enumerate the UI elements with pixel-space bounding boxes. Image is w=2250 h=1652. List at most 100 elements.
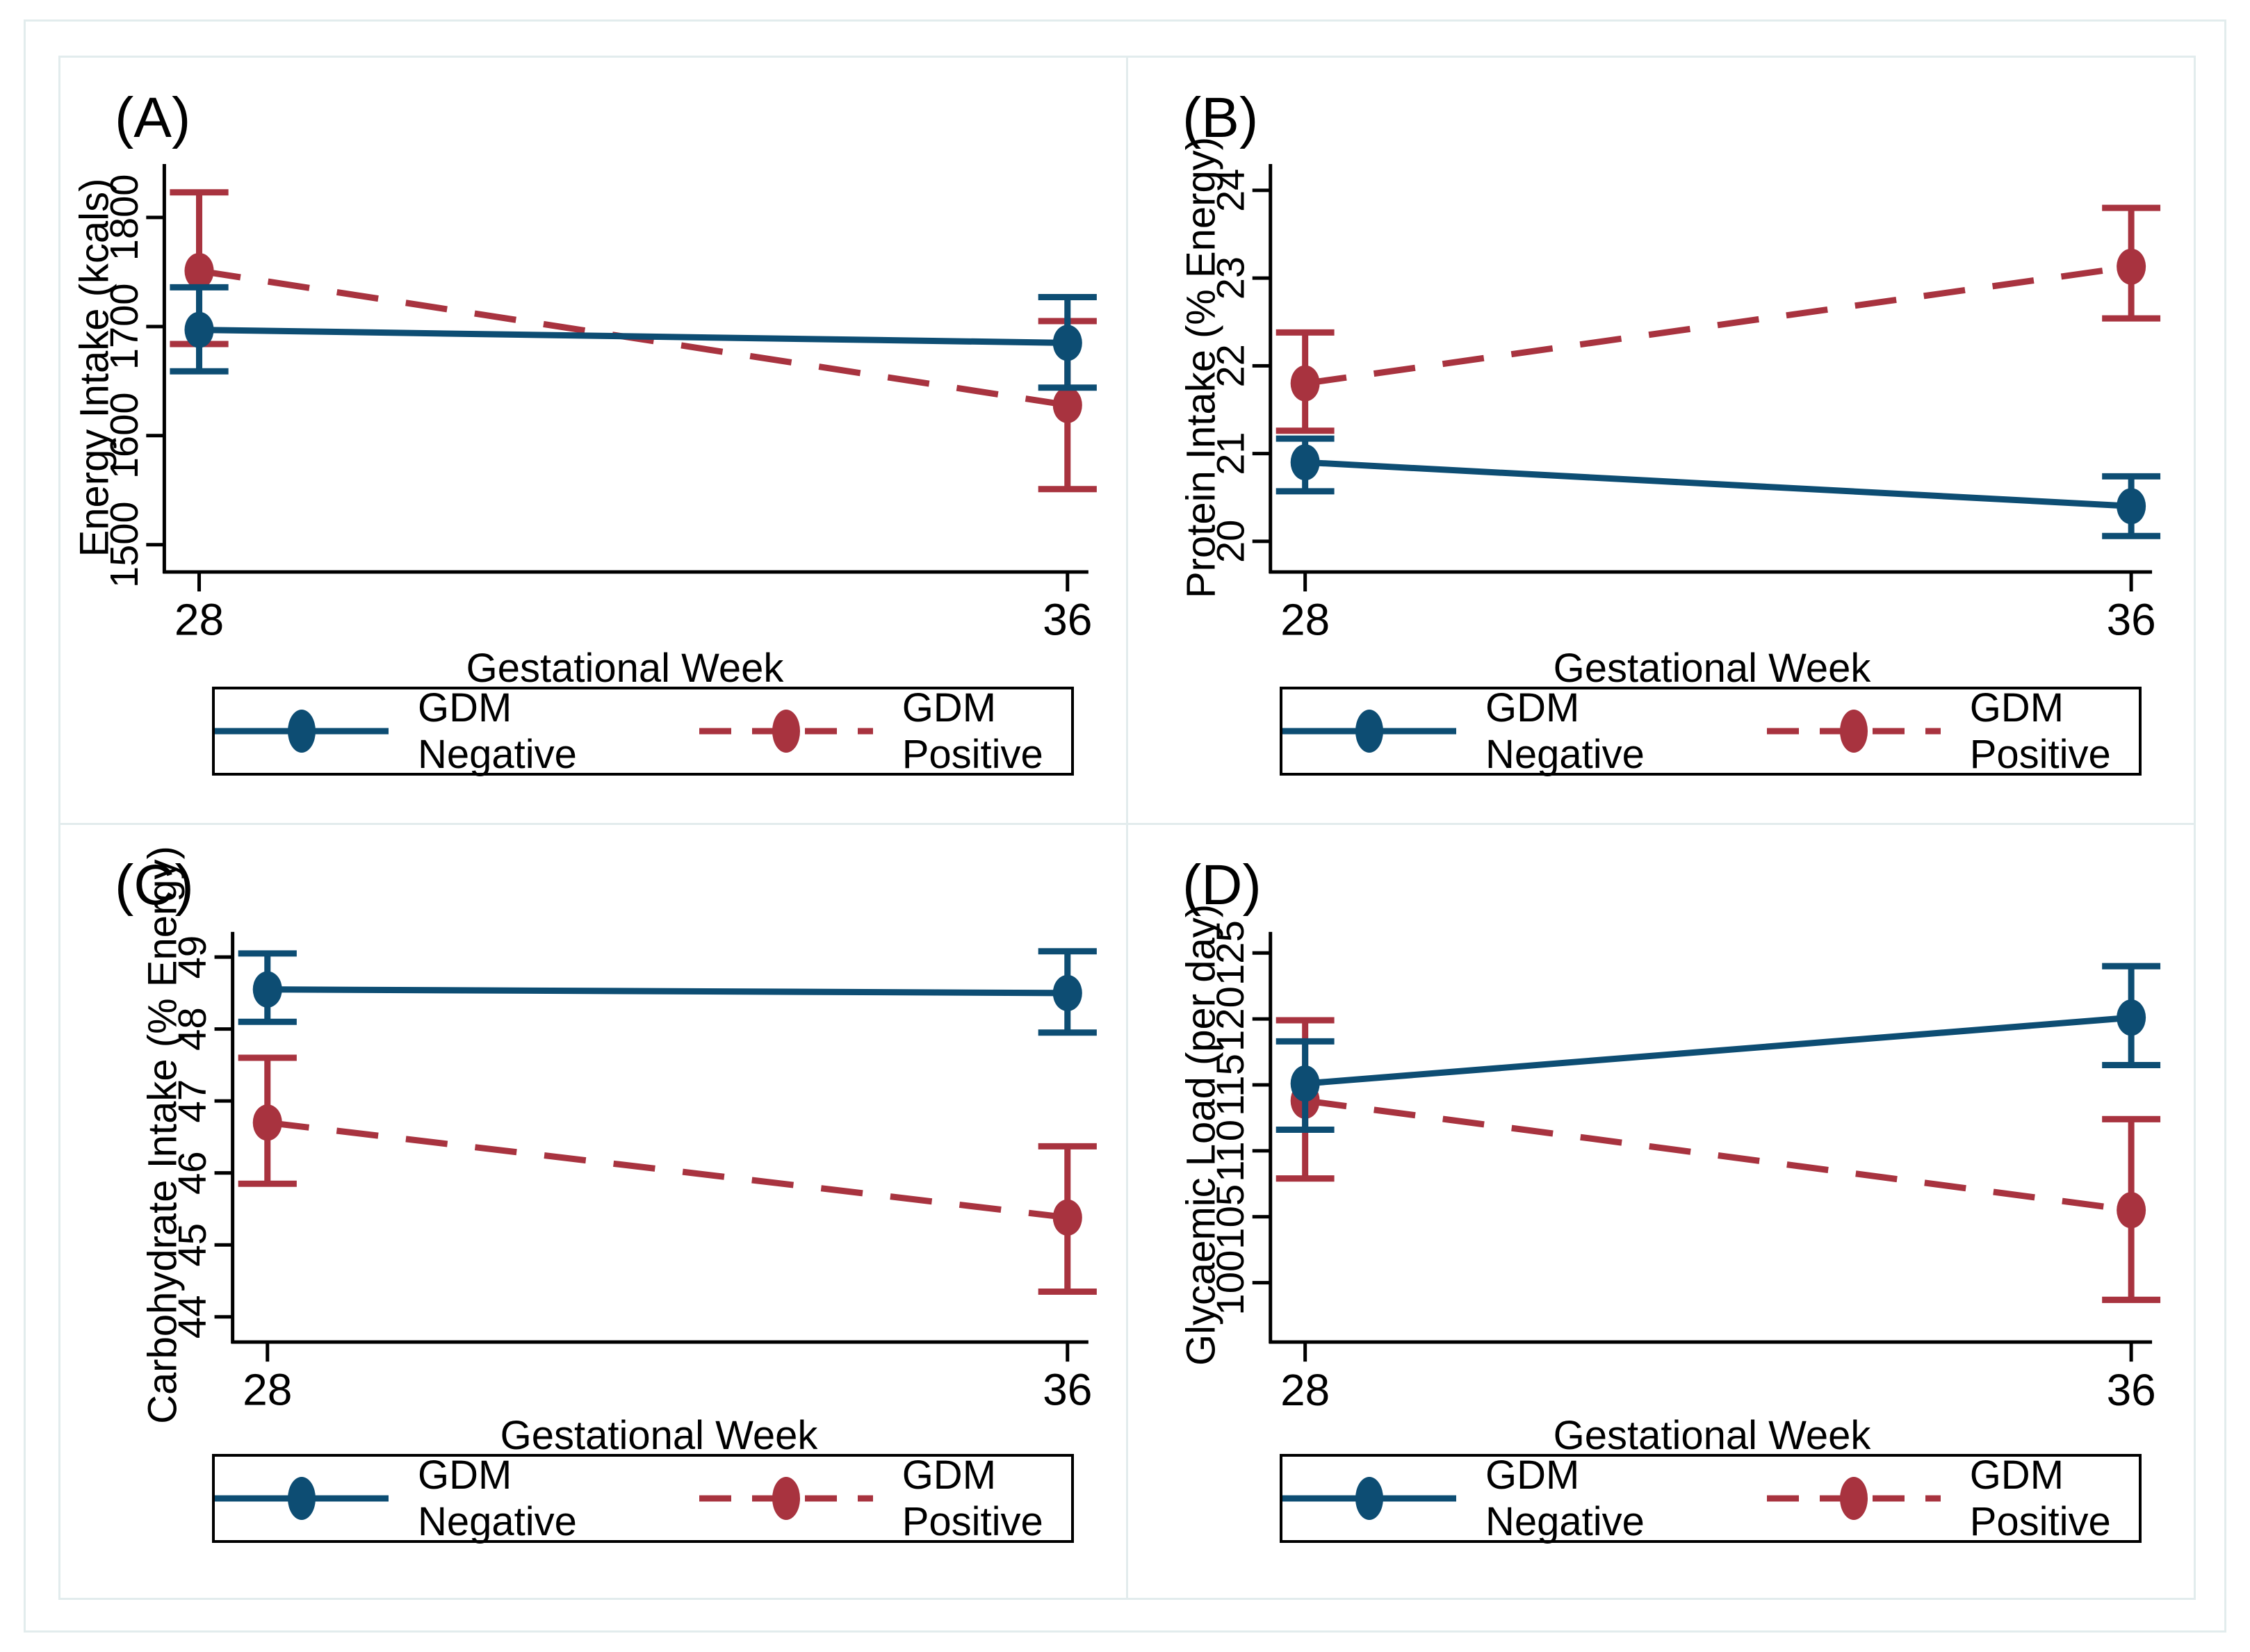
x-axis-title-a: Gestational Week bbox=[466, 646, 784, 691]
panel-label-c: (C) bbox=[115, 853, 194, 917]
legend-entry-negative: GDM Negative bbox=[215, 685, 602, 778]
y-tick-label: 23 bbox=[1208, 256, 1252, 300]
legend-label-negative: GDM Negative bbox=[418, 1453, 577, 1544]
legend-entry-positive: GDM Positive bbox=[699, 685, 1071, 778]
data-marker bbox=[2117, 1192, 2146, 1229]
data-marker bbox=[1052, 386, 1082, 423]
legend-entry-positive: GDM Positive bbox=[699, 1452, 1071, 1545]
series-gdm-negative bbox=[1275, 963, 2161, 1134]
trend-line bbox=[199, 327, 1068, 346]
series-gdm-negative bbox=[238, 948, 1097, 1036]
y-tick-label: 100 bbox=[1208, 1250, 1252, 1316]
y-axis-title-b: Protein Intake (% Energy) bbox=[1178, 136, 1224, 599]
y-axis-ticks: 44 45 46 47 48 49 bbox=[170, 935, 233, 1339]
data-marker bbox=[2117, 999, 2146, 1036]
x-tick-label: 28 bbox=[1280, 1365, 1330, 1415]
panel-label-a: (A) bbox=[115, 86, 191, 149]
legend-sample-negative-line bbox=[1282, 710, 1456, 753]
data-marker bbox=[184, 252, 214, 289]
series-gdm-positive bbox=[238, 1054, 1097, 1295]
y-axis-ticks: 20 21 22 23 24 bbox=[1208, 169, 1271, 563]
data-marker bbox=[1052, 325, 1082, 361]
panel-label-d: (D) bbox=[1182, 853, 1262, 917]
data-marker bbox=[2117, 488, 2146, 525]
y-tick-label: 21 bbox=[1208, 432, 1252, 475]
trend-line bbox=[267, 1119, 1068, 1221]
series-gdm-positive bbox=[1275, 1017, 2161, 1303]
series-gdm-positive bbox=[1275, 204, 2161, 434]
axes bbox=[1269, 931, 2153, 1344]
legend-sample-positive-line bbox=[699, 710, 873, 753]
data-marker bbox=[252, 971, 282, 1008]
trend-line bbox=[267, 986, 1068, 997]
legend-sample-negative-line bbox=[215, 1477, 389, 1520]
legend-sample-positive-line bbox=[699, 1477, 873, 1520]
data-marker bbox=[1052, 1199, 1082, 1236]
y-tick-label: 1700 bbox=[102, 284, 146, 370]
y-tick-label: 22 bbox=[1208, 344, 1252, 387]
y-tick-label: 20 bbox=[1208, 520, 1252, 563]
panel-c: 44 45 46 47 48 49 28 36 (C) Carbohydrate Intake… bbox=[58, 823, 1132, 1600]
axes bbox=[1269, 164, 2153, 574]
legend-label-positive: GDM Positive bbox=[902, 685, 1043, 777]
legend-label-negative: GDM Negative bbox=[418, 685, 577, 777]
legend-d: GDM Negative GDM Positive bbox=[1280, 1453, 2142, 1544]
y-tick-label: 120 bbox=[1208, 986, 1252, 1052]
panel-a: 1500 1600 1700 1800 28 36 (A) Energy Intake (… bbox=[58, 56, 1132, 828]
series-gdm-negative bbox=[170, 284, 1097, 391]
x-tick-label: 28 bbox=[1280, 594, 1330, 644]
y-tick-label: 45 bbox=[170, 1223, 214, 1267]
legend-sample-negative-line bbox=[1282, 1477, 1456, 1520]
y-tick-label: 48 bbox=[170, 1007, 214, 1051]
legend-entry-negative: GDM Negative bbox=[1282, 685, 1670, 778]
x-axis-ticks: 28 36 bbox=[1280, 572, 2156, 644]
x-tick-label: 36 bbox=[1043, 594, 1092, 644]
y-tick-label: 1500 bbox=[102, 501, 146, 588]
trend-line bbox=[1305, 459, 2132, 509]
y-tick-label: 115 bbox=[1208, 1054, 1252, 1116]
y-tick-label: 46 bbox=[170, 1151, 214, 1195]
legend-entry-negative: GDM Negative bbox=[215, 1452, 602, 1545]
y-tick-label: 105 bbox=[1208, 1184, 1252, 1250]
legend-label-positive: GDM Positive bbox=[1969, 1453, 2111, 1544]
data-marker bbox=[1290, 365, 1320, 402]
y-tick-label: 1800 bbox=[102, 174, 146, 261]
axes bbox=[231, 931, 1089, 1344]
x-tick-label: 28 bbox=[174, 594, 224, 644]
x-tick-label: 36 bbox=[2107, 594, 2156, 644]
legend-sample-positive-line bbox=[1766, 710, 1941, 753]
x-tick-label: 36 bbox=[1043, 1365, 1092, 1415]
legend-label-negative: GDM Negative bbox=[1485, 1453, 1645, 1544]
y-axis-title-c: Carbohydrate Intake (% Energy) bbox=[140, 846, 186, 1424]
y-tick-label: 49 bbox=[170, 935, 214, 979]
x-axis-title-d: Gestational Week bbox=[1553, 1413, 1871, 1458]
plot-area-b: 20 21 22 23 24 28 36 bbox=[1208, 164, 2161, 644]
legend-a: GDM Negative GDM Positive bbox=[212, 685, 1074, 778]
legend-label-negative: GDM Negative bbox=[1485, 685, 1645, 777]
legend-b: GDM Negative GDM Positive bbox=[1280, 685, 2142, 778]
data-marker bbox=[2117, 248, 2146, 285]
y-tick-label: 47 bbox=[170, 1079, 214, 1123]
panel-label-b: (B) bbox=[1182, 86, 1259, 149]
data-marker bbox=[1052, 974, 1082, 1011]
legend-c: GDM Negative GDM Positive bbox=[212, 1452, 1074, 1545]
y-tick-label: 44 bbox=[170, 1295, 214, 1339]
y-tick-label: 125 bbox=[1208, 920, 1252, 986]
y-tick-label: 24 bbox=[1208, 169, 1252, 212]
data-marker bbox=[1290, 444, 1320, 481]
legend-sample-negative-line bbox=[215, 710, 389, 753]
data-marker bbox=[252, 1104, 282, 1141]
trend-line bbox=[1305, 1097, 2132, 1213]
x-tick-label: 28 bbox=[243, 1365, 292, 1415]
plot-area-a: 1500 1600 1700 1800 28 36 bbox=[102, 164, 1097, 644]
legend-sample-positive-line bbox=[1766, 1477, 1941, 1520]
x-axis-ticks: 28 36 bbox=[1280, 1342, 2156, 1415]
series-gdm-negative bbox=[1275, 435, 2161, 539]
legend-label-positive: GDM Positive bbox=[1969, 685, 2111, 777]
y-axis-ticks: 1500 1600 1700 1800 bbox=[102, 174, 165, 588]
x-axis-title-c: Gestational Week bbox=[500, 1413, 818, 1458]
y-tick-label: 110 bbox=[1208, 1120, 1252, 1182]
data-marker bbox=[1290, 1065, 1320, 1102]
